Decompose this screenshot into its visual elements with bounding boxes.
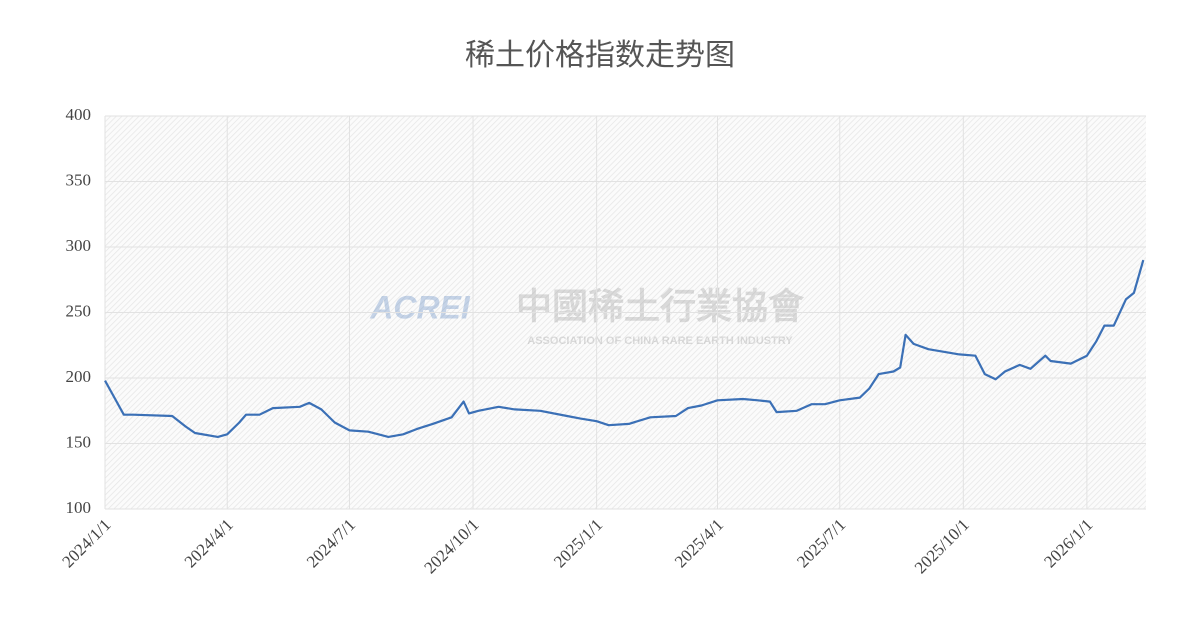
y-tick-label: 400 [66, 105, 92, 124]
x-tick-label: 2024/4/1 [181, 515, 237, 571]
x-tick-label: 2026/1/1 [1040, 515, 1096, 571]
x-tick-label: 2025/7/1 [793, 515, 849, 571]
watermark: ACREI 中國稀土行業協會 ASSOCIATION OF CHINA RARE… [369, 286, 805, 347]
line-series [104, 259, 1145, 438]
y-tick-label: 350 [66, 170, 92, 189]
watermark-subtitle: ASSOCIATION OF CHINA RARE EARTH INDUSTRY [527, 335, 793, 347]
x-tick-label: 2025/4/1 [671, 515, 727, 571]
watermark-name: 中國稀土行業協會 [516, 286, 805, 326]
y-tick-label: 100 [66, 498, 92, 517]
x-tick-label: 2025/1/1 [550, 515, 606, 571]
y-tick-label: 200 [66, 367, 92, 386]
y-tick-label: 300 [66, 236, 92, 255]
chart-title: 稀土价格指数走势图 [465, 39, 735, 72]
y-tick-label: 150 [66, 432, 92, 451]
y-tick-label: 250 [66, 301, 92, 320]
x-tick-label: 2024/1/1 [58, 515, 114, 571]
watermark-logo: ACREI [369, 289, 471, 325]
x-tick-label: 2025/10/1 [911, 515, 973, 577]
x-tick-label: 2024/7/1 [303, 515, 359, 571]
x-tick-label: 2024/10/1 [420, 515, 482, 577]
